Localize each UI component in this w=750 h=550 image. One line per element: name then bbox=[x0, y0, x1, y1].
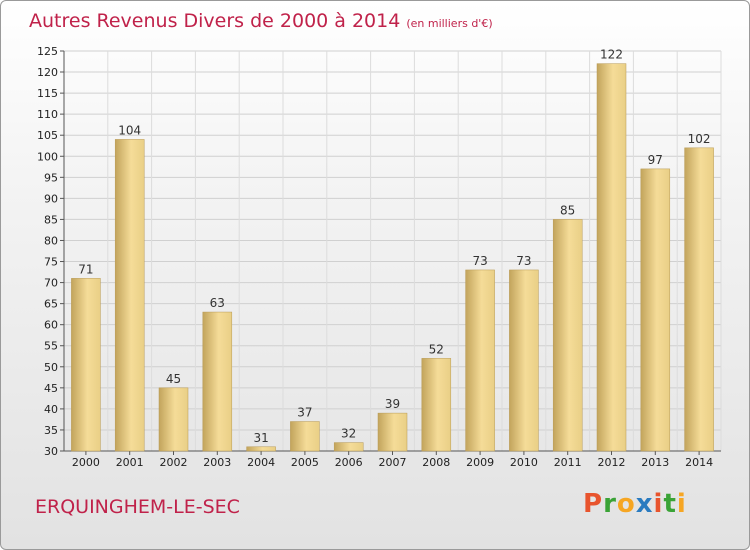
bar-value-label: 97 bbox=[648, 153, 663, 167]
logo-letter: i bbox=[653, 489, 664, 519]
y-tick-label: 120 bbox=[37, 66, 58, 79]
bar bbox=[552, 219, 583, 452]
x-tick-label: 2014 bbox=[685, 456, 713, 469]
bar-value-label: 71 bbox=[78, 262, 93, 276]
chart-subtitle: (en milliers d'€) bbox=[406, 17, 493, 30]
proxiti-logo: Proxiti bbox=[583, 489, 687, 519]
x-tick-label: 2008 bbox=[422, 456, 450, 469]
y-tick-label: 65 bbox=[44, 298, 58, 311]
y-tick-label: 30 bbox=[44, 445, 58, 458]
commune-name: ERQUINGHEM-LE-SEC bbox=[35, 496, 240, 518]
bar bbox=[202, 311, 233, 452]
bar bbox=[114, 139, 145, 452]
bar-value-label: 52 bbox=[429, 342, 444, 356]
y-tick-label: 75 bbox=[44, 256, 58, 269]
logo-letter: t bbox=[663, 489, 677, 519]
bar-value-label: 85 bbox=[560, 203, 575, 217]
bar bbox=[290, 421, 320, 452]
bar bbox=[421, 358, 452, 452]
x-tick-label: 2006 bbox=[335, 456, 363, 469]
y-tick-label: 95 bbox=[44, 171, 58, 184]
logo-letter: r bbox=[603, 489, 617, 519]
bar-value-label: 102 bbox=[688, 132, 711, 146]
x-tick-label: 2005 bbox=[291, 456, 319, 469]
bar bbox=[377, 412, 408, 452]
y-tick-label: 105 bbox=[37, 129, 58, 142]
bar bbox=[246, 446, 276, 452]
x-tick-label: 2007 bbox=[379, 456, 407, 469]
x-tick-label: 2010 bbox=[510, 456, 538, 469]
bar-value-label: 122 bbox=[600, 48, 623, 62]
logo-letter: x bbox=[635, 489, 654, 519]
bar-value-label: 45 bbox=[166, 372, 181, 386]
y-tick-label: 70 bbox=[44, 277, 58, 290]
chart-title: Autres Revenus Divers de 2000 à 2014 bbox=[29, 10, 401, 32]
y-tick-label: 55 bbox=[44, 340, 58, 353]
logo-letter: P bbox=[583, 489, 604, 519]
bar bbox=[333, 442, 364, 452]
y-tick-label: 80 bbox=[44, 234, 58, 247]
x-tick-label: 2013 bbox=[641, 456, 669, 469]
logo-letter: i bbox=[676, 489, 687, 519]
y-tick-label: 40 bbox=[44, 403, 58, 416]
bar bbox=[465, 269, 495, 452]
bar-value-label: 32 bbox=[341, 427, 356, 441]
y-tick-label: 90 bbox=[44, 192, 58, 205]
bar bbox=[509, 269, 539, 452]
bar bbox=[71, 278, 101, 452]
bar-value-label: 63 bbox=[210, 296, 225, 310]
logo-letter: o bbox=[616, 489, 636, 519]
bar-value-label: 73 bbox=[516, 254, 531, 268]
bar-value-label: 39 bbox=[385, 397, 400, 411]
bars bbox=[71, 63, 714, 452]
y-tick-label: 85 bbox=[44, 213, 58, 226]
y-tick-label: 50 bbox=[44, 361, 58, 374]
x-tick-label: 2000 bbox=[72, 456, 100, 469]
x-tick-label: 2003 bbox=[203, 456, 231, 469]
x-tick-label: 2002 bbox=[160, 456, 188, 469]
bar bbox=[158, 387, 189, 452]
y-tick-label: 115 bbox=[37, 87, 58, 100]
bar-value-label: 73 bbox=[472, 254, 487, 268]
x-tick-label: 2001 bbox=[116, 456, 144, 469]
y-tick-label: 100 bbox=[37, 150, 58, 163]
y-tick-label: 110 bbox=[37, 108, 58, 121]
bar-value-label: 31 bbox=[253, 431, 268, 445]
bar-value-label: 37 bbox=[297, 406, 312, 420]
y-tick-label: 35 bbox=[44, 424, 58, 437]
x-tick-label: 2011 bbox=[554, 456, 582, 469]
y-tick-label: 45 bbox=[44, 382, 58, 395]
y-tick-label: 60 bbox=[44, 319, 58, 332]
bar-value-label: 104 bbox=[118, 123, 141, 137]
x-tick-label: 2004 bbox=[247, 456, 275, 469]
bar bbox=[596, 63, 627, 452]
y-tick-label: 125 bbox=[37, 45, 58, 58]
chart-title-block: Autres Revenus Divers de 2000 à 2014 (en … bbox=[29, 10, 493, 32]
x-tick-label: 2012 bbox=[598, 456, 626, 469]
labels: 30 35 40 45 50 55 60 65 70 75 80 85 90 95 100 105 110 115… bbox=[37, 45, 713, 469]
bar bbox=[684, 147, 714, 452]
bar bbox=[640, 168, 671, 452]
x-tick-label: 2009 bbox=[466, 456, 494, 469]
